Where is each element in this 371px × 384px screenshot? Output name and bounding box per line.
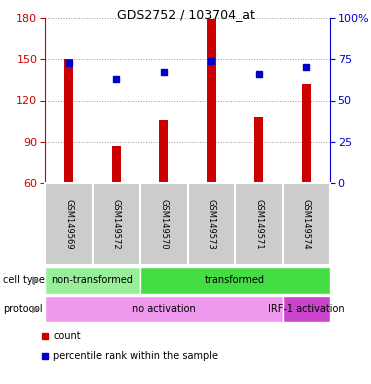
Bar (282, 296, 330, 322)
Text: non-transformed: non-transformed (52, 275, 134, 285)
Bar (302, 84, 311, 183)
Bar (282, 183, 330, 265)
Text: protocol: protocol (3, 304, 43, 314)
Text: GSM149574: GSM149574 (302, 199, 311, 249)
Bar (45, 266, 140, 293)
Text: GSM149572: GSM149572 (112, 199, 121, 249)
Bar (160, 120, 168, 183)
Text: GSM149569: GSM149569 (64, 199, 73, 249)
Text: ▶: ▶ (32, 275, 39, 285)
Bar (45, 296, 282, 322)
Bar (207, 19, 216, 183)
Bar (45, 183, 92, 265)
Bar (235, 183, 282, 265)
Text: GSM149573: GSM149573 (207, 199, 216, 249)
Text: IRF-1 activation: IRF-1 activation (268, 304, 345, 314)
Bar (65, 59, 73, 183)
Bar (140, 183, 187, 265)
Bar (140, 266, 330, 293)
Text: no activation: no activation (132, 304, 196, 314)
Text: transformed: transformed (205, 275, 265, 285)
Text: GSM149571: GSM149571 (254, 199, 263, 249)
Text: cell type: cell type (3, 275, 45, 285)
Text: GDS2752 / 103704_at: GDS2752 / 103704_at (116, 8, 255, 21)
Bar (255, 117, 263, 183)
Text: count: count (53, 331, 81, 341)
Text: percentile rank within the sample: percentile rank within the sample (53, 351, 218, 361)
Text: ▶: ▶ (32, 304, 39, 314)
Bar (92, 183, 140, 265)
Bar (112, 146, 121, 183)
Text: GSM149570: GSM149570 (159, 199, 168, 249)
Bar (187, 183, 235, 265)
